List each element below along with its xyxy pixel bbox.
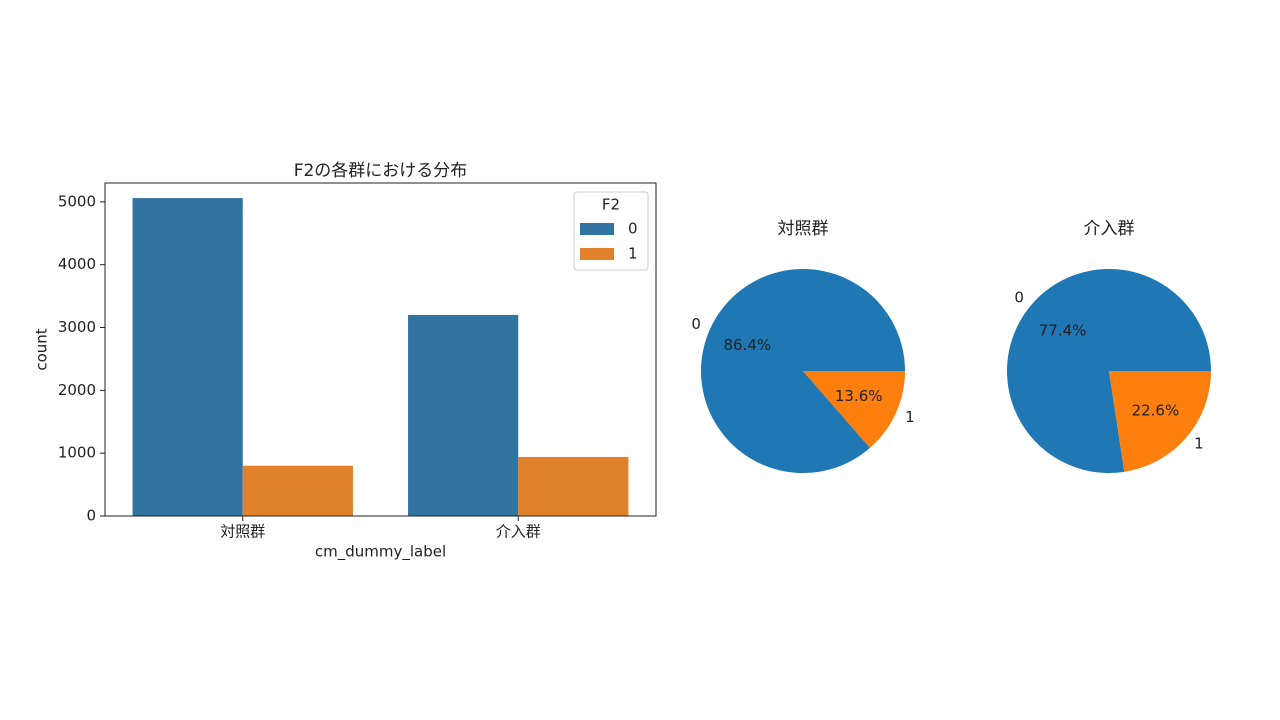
pie-slice <box>803 371 905 448</box>
x-tick-label: 対照群 <box>220 523 265 541</box>
legend-title: F2 <box>602 196 620 214</box>
y-axis-label: count <box>33 328 51 370</box>
legend-label: 1 <box>628 245 638 263</box>
pie-category-label: 0 <box>691 315 701 333</box>
pie-value-label: 86.4% <box>723 336 771 354</box>
y-tick-label: 3000 <box>58 318 96 336</box>
pie-category-label: 1 <box>905 408 915 426</box>
axes-frame <box>104 182 657 517</box>
pie-slice <box>701 269 905 474</box>
pie-slice <box>1006 269 1211 474</box>
x-axis-label: cm_dummy_label <box>315 543 446 562</box>
chart-title: 介入群 <box>1084 219 1135 239</box>
pie-value-label: 77.4% <box>1039 322 1087 340</box>
chart-title: 対照群 <box>778 219 829 239</box>
x-tick-label: 介入群 <box>496 523 541 541</box>
y-tick-label: 2000 <box>58 381 96 399</box>
pie-category-label: 1 <box>1194 435 1204 453</box>
legend-label: 0 <box>628 220 638 238</box>
bar <box>408 314 519 516</box>
pie-category-label: 0 <box>1014 288 1024 306</box>
bar <box>242 465 353 516</box>
bar <box>132 198 243 517</box>
legend-swatch <box>580 223 614 235</box>
y-tick-label: 5000 <box>58 192 96 210</box>
bar <box>518 456 629 516</box>
pie-value-label: 13.6% <box>835 387 883 405</box>
y-tick-label: 1000 <box>58 444 96 462</box>
chart-title: F2の各群における分布 <box>294 161 468 181</box>
y-tick-label: 0 <box>86 507 96 525</box>
pie-value-label: 22.6% <box>1132 401 1180 419</box>
y-tick-label: 4000 <box>58 255 96 273</box>
legend-swatch <box>580 248 614 260</box>
pie-slice <box>1109 371 1211 472</box>
